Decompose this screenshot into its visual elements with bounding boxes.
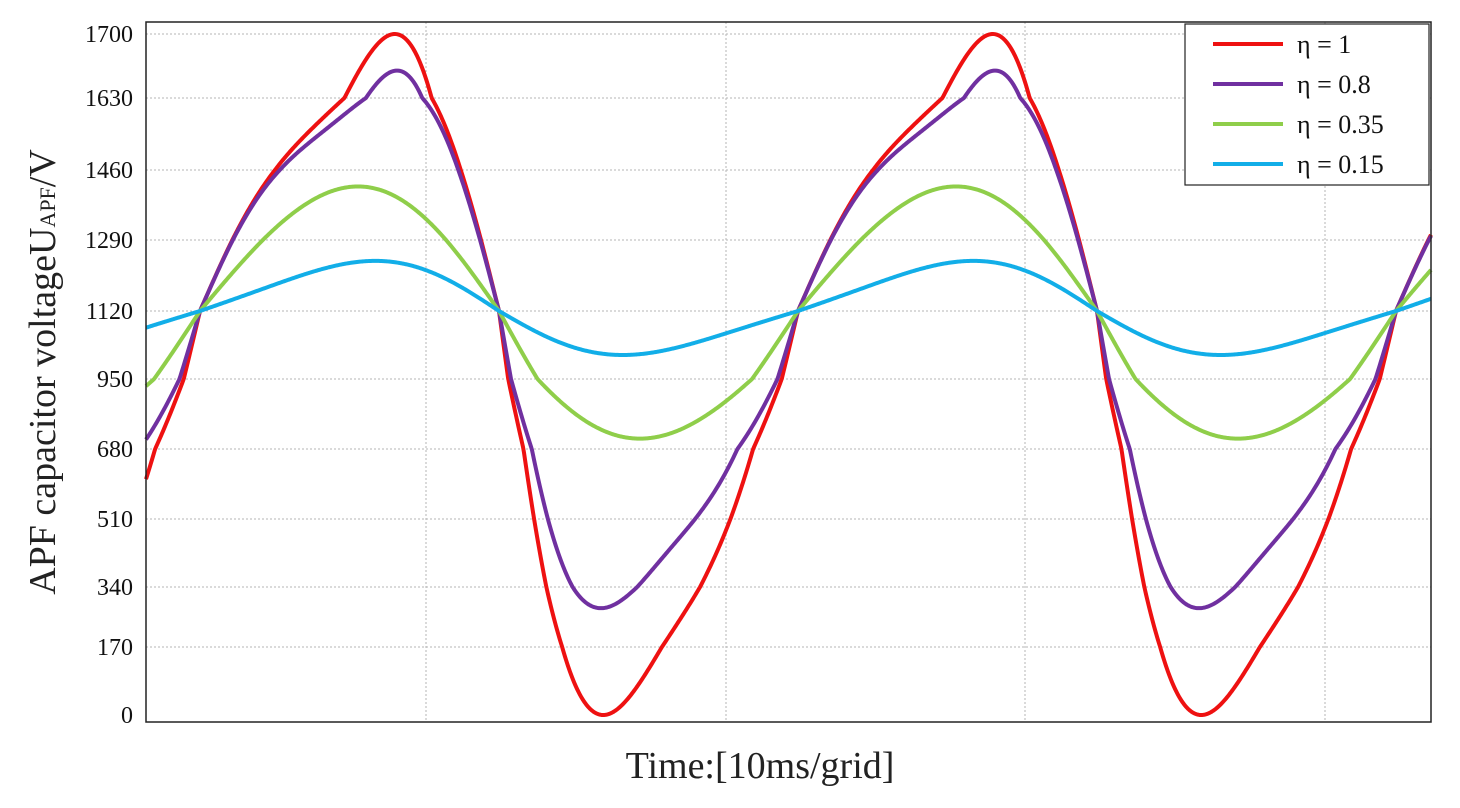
y-tick-label: 0 [121, 703, 133, 729]
legend-box [1184, 23, 1430, 186]
y-tick-label: 1460 [85, 158, 133, 184]
legend: η = 1 η = 0.8 η = 0.35 η = 0.15 [1184, 23, 1430, 186]
legend-label: η = 1 [1297, 30, 1351, 59]
y-tick-label: 340 [97, 575, 133, 601]
y-tick-label: 1290 [85, 228, 133, 254]
y-tick-label: 1700 [85, 22, 133, 48]
y-axis-label-prefix: APF capacitor voltage [22, 255, 64, 595]
series-line-1 [144, 68, 1433, 611]
y-tick-label: 170 [97, 635, 133, 661]
legend-label: η = 0.35 [1297, 110, 1384, 139]
y-axis-label: APF capacitor voltageUAPF/V [22, 149, 64, 595]
y-tick-label: 680 [97, 437, 133, 463]
y-tick-label: 510 [97, 507, 133, 533]
x-axis-label: Time:[10ms/grid] [626, 745, 895, 787]
y-axis-label-main: U [22, 228, 64, 255]
y-tick-label: 1630 [85, 86, 133, 112]
plot-frame [145, 21, 1432, 723]
y-tick-labels: 0 170 340 510 680 950 1120 1290 1460 1630 1700 [85, 22, 133, 729]
y-axis-label-sub: APF [35, 187, 60, 227]
series-line-0 [144, 32, 1433, 717]
legend-label: η = 0.8 [1297, 70, 1371, 99]
y-tick-label: 950 [97, 367, 133, 393]
series-line-3 [145, 258, 1432, 357]
y-axis-label-suffix: /V [22, 149, 64, 188]
legend-label: η = 0.15 [1297, 150, 1384, 179]
series-line-2 [144, 184, 1433, 441]
y-tick-label: 1120 [86, 299, 133, 325]
series-layer [144, 32, 1433, 717]
